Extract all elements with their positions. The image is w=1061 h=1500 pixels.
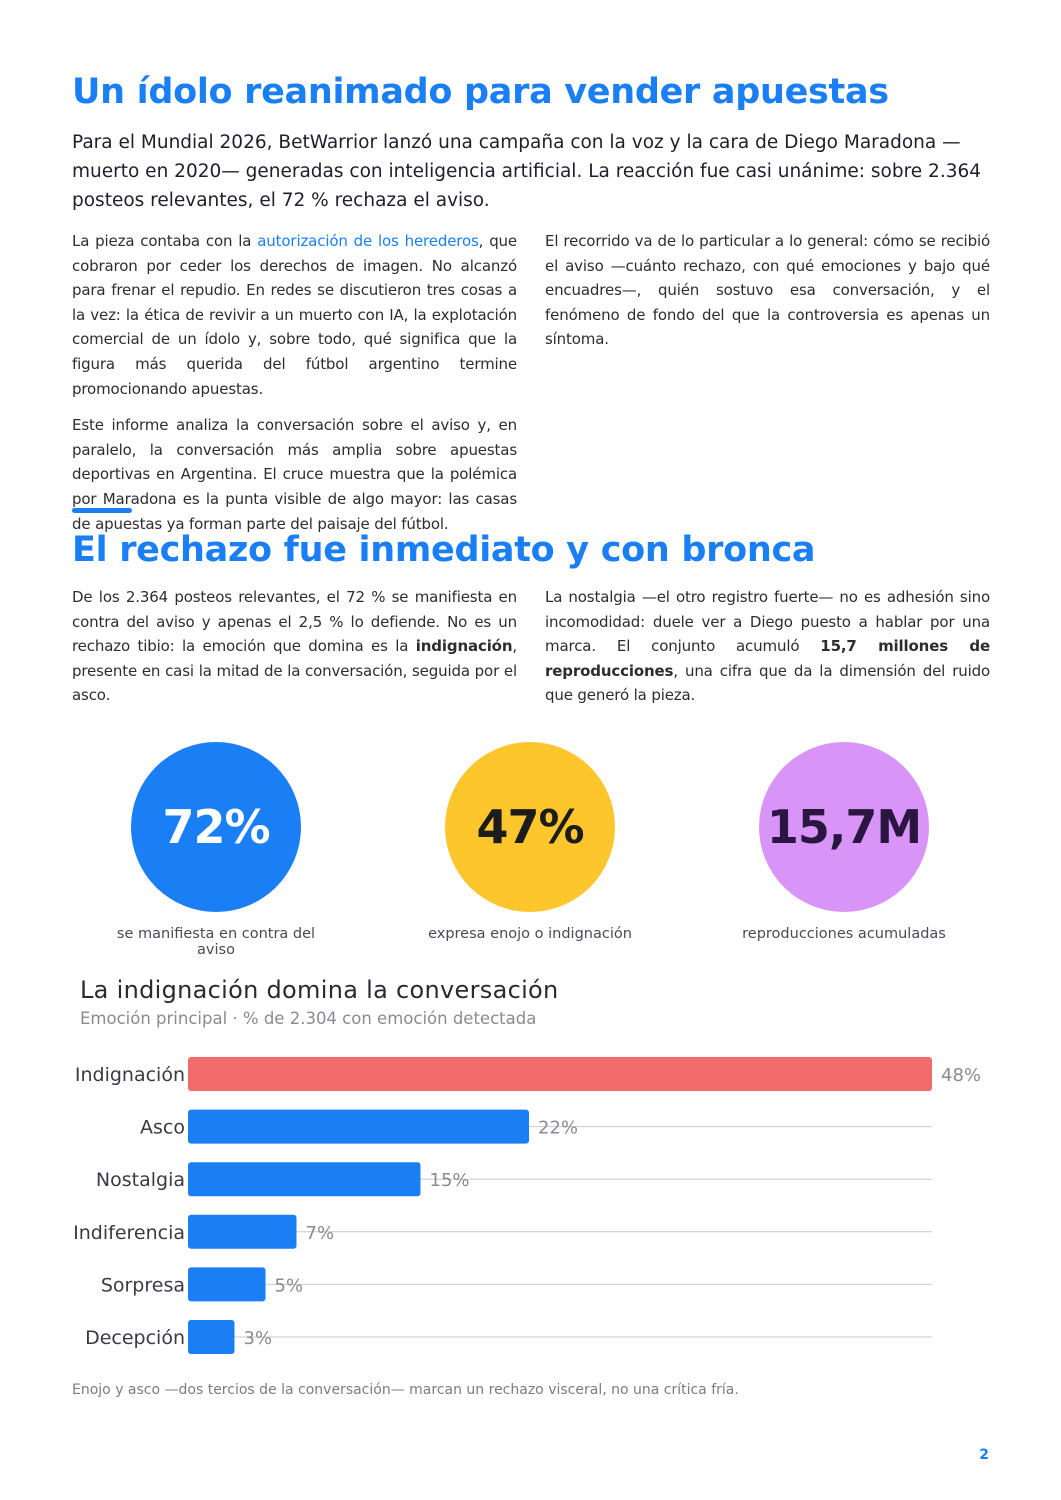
intro-paragraph-2: Este informe analiza la conversación sob… <box>72 416 517 533</box>
value-label: 48% <box>941 1065 981 1086</box>
value-label: 15% <box>430 1170 470 1191</box>
section-title: Un ídolo reanimado para vender apuestas <box>72 72 889 112</box>
chart-subtitle: Emoción principal · % de 2.304 con emoci… <box>80 1009 537 1028</box>
bar <box>188 1214 297 1249</box>
bar <box>188 1267 266 1302</box>
stat-caption: expresa enojo o indignación <box>428 926 632 942</box>
category-label: Nostalgia <box>96 1169 185 1191</box>
herederos-link[interactable]: autorización de los herederos <box>257 232 479 250</box>
category-label: Asco <box>140 1117 185 1139</box>
rechazo-column-left: De los 2.364 posteos relevantes, el 72 %… <box>72 585 517 720</box>
category-label: Indignación <box>75 1064 185 1086</box>
intro-column-left: La pieza contaba con la autorización de … <box>72 229 517 548</box>
emotion-bar-chart: Indignación 48% Asco 22% Nostalgia 15% Indifer… <box>73 1057 981 1354</box>
bar <box>188 1057 932 1091</box>
rechazo-paragraph-2: La nostalgia —el otro registro fuerte— n… <box>545 588 990 705</box>
section-title-2: El rechazo fue inmediato y con bronca <box>72 530 816 570</box>
stat-reproducciones: 15,7M reproducciones acumuladas <box>724 742 964 942</box>
rechazo-column-right: La nostalgia —el otro registro fuerte— n… <box>545 585 990 720</box>
intro-paragraph-1: La pieza contaba con la autorización de … <box>72 232 517 398</box>
value-label: 22% <box>538 1118 578 1139</box>
bar <box>188 1320 235 1354</box>
value-label: 5% <box>275 1275 304 1296</box>
chart-title: La indignación domina la conversación <box>80 976 559 1004</box>
lead-paragraph: Para el Mundial 2026, BetWarrior lanzó u… <box>72 132 982 211</box>
page-number: 2 <box>979 1447 989 1463</box>
stat-caption: reproducciones acumuladas <box>742 926 946 942</box>
category-label: Decepción <box>85 1327 185 1349</box>
stat-indignacion: 47% expresa enojo o indignación <box>410 742 650 942</box>
intro-paragraph-3: El recorrido va de lo particular a lo ge… <box>545 232 990 349</box>
value-label: 7% <box>306 1223 335 1244</box>
stat-circle: 72% <box>131 742 301 912</box>
stat-circle: 15,7M <box>759 742 929 912</box>
stat-caption: se manifiesta en contra del aviso <box>116 926 316 958</box>
intro-column-right: El recorrido va de lo particular a lo ge… <box>545 229 990 364</box>
category-label: Indiferencia <box>73 1222 185 1244</box>
stat-circle: 47% <box>445 742 615 912</box>
category-label: Sorpresa <box>101 1274 185 1296</box>
rechazo-paragraph-1: De los 2.364 posteos relevantes, el 72 %… <box>72 588 517 705</box>
section-divider <box>72 508 132 513</box>
chart-note: Enojo y asco —dos tercios de la conversa… <box>72 1382 739 1398</box>
bar <box>188 1109 529 1144</box>
bar <box>188 1162 421 1197</box>
value-label: 3% <box>244 1328 273 1349</box>
stat-rechazo: 72% se manifiesta en contra del aviso <box>96 742 336 958</box>
